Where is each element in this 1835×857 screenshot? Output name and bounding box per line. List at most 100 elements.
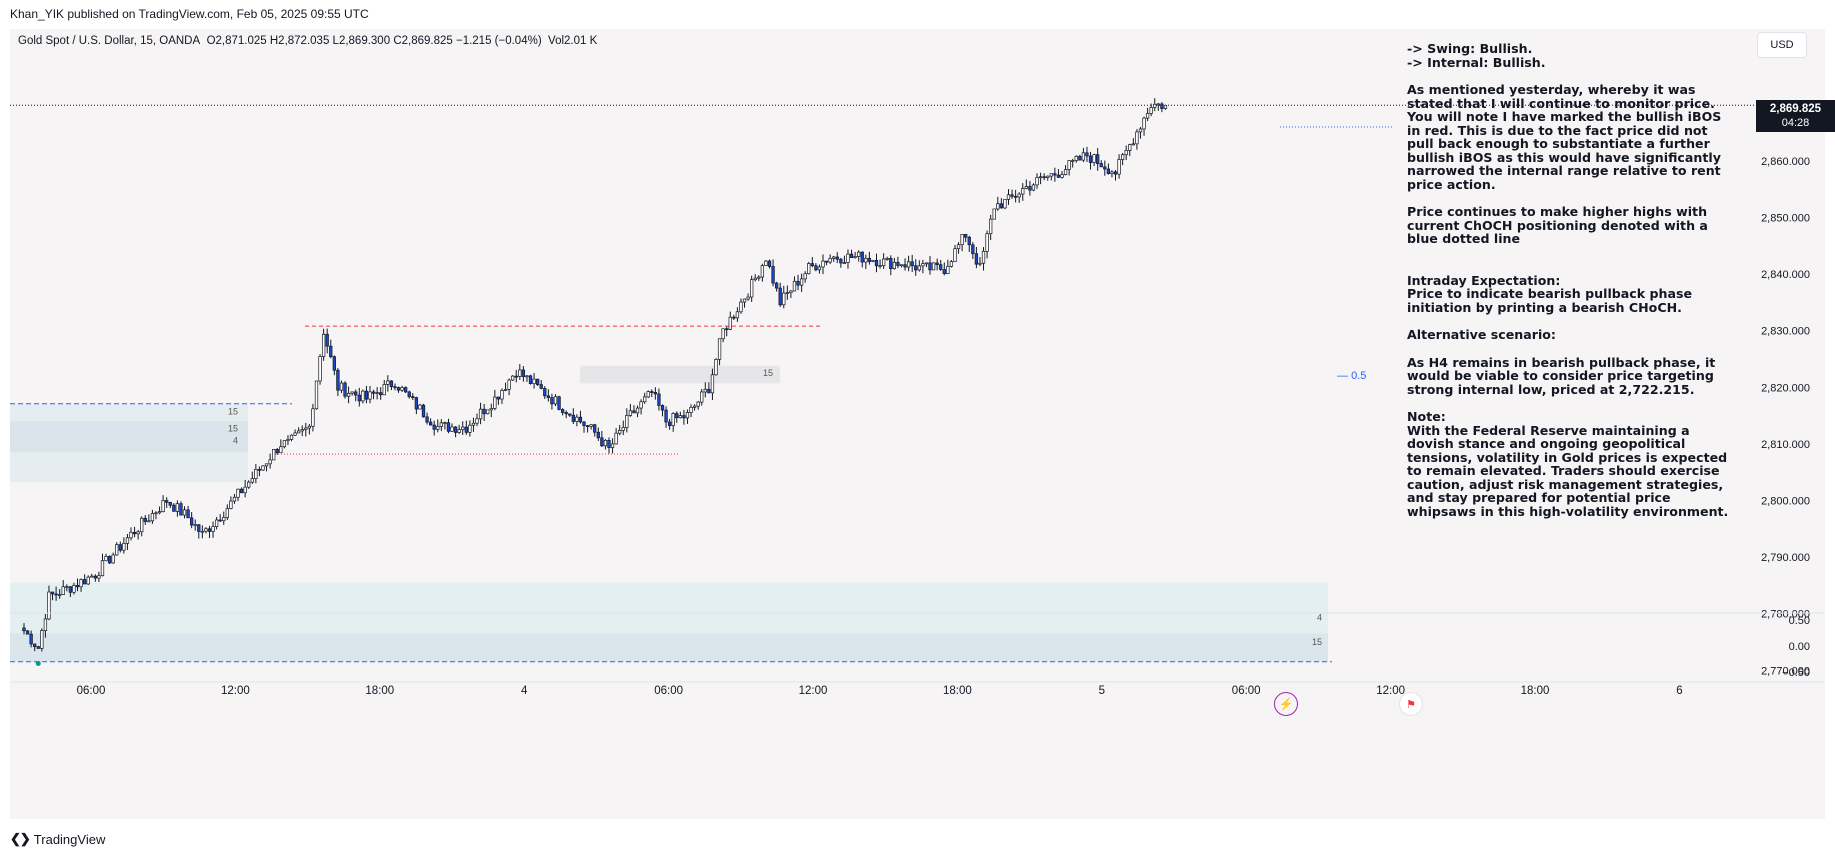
bullish-candle xyxy=(436,426,440,430)
bearish-candle xyxy=(1099,163,1103,168)
bullish-candle xyxy=(1153,103,1157,108)
bullish-candle xyxy=(885,258,889,260)
bullish-candle xyxy=(321,333,326,357)
price-tick-label: 2,830.000 xyxy=(1761,326,1810,338)
bar-countdown: 04:28 xyxy=(1781,117,1810,129)
bullish-candle xyxy=(610,443,615,448)
bullish-candle xyxy=(931,262,936,271)
bullish-candle xyxy=(1092,154,1096,163)
bullish-candle xyxy=(1060,174,1064,178)
bearish-candle xyxy=(914,265,918,271)
bullish-candle xyxy=(293,432,297,436)
bullish-candle xyxy=(671,413,675,426)
bullish-candle xyxy=(72,585,76,593)
bullish-candle xyxy=(346,392,351,397)
bearish-candle xyxy=(935,262,939,266)
bullish-candle xyxy=(154,512,158,515)
bearish-candle xyxy=(1088,155,1093,163)
bearish-candle xyxy=(425,416,429,423)
bullish-candle xyxy=(243,486,247,494)
bullish-candle xyxy=(753,277,757,281)
bullish-candle xyxy=(799,278,804,286)
volume-value: Vol2.01 K xyxy=(548,35,598,47)
bullish-candle xyxy=(978,262,982,265)
bullish-candle xyxy=(728,316,732,330)
bearish-candle xyxy=(371,391,376,394)
bullish-candle xyxy=(450,426,454,432)
flash-event-icon[interactable]: ⚡ xyxy=(1274,692,1298,716)
bearish-candle xyxy=(860,251,864,263)
bullish-candle xyxy=(735,311,740,319)
bullish-candle xyxy=(478,408,483,420)
bullish-candle xyxy=(439,422,443,427)
bullish-candle xyxy=(40,630,44,649)
bearish-candle xyxy=(393,386,397,389)
tradingview-logo[interactable]: ❮❯ TradingView xyxy=(10,831,105,847)
bearish-candle xyxy=(810,263,814,267)
bearish-candle xyxy=(432,424,436,430)
bearish-candle xyxy=(464,426,468,433)
bearish-candle xyxy=(389,380,394,388)
bullish-candle xyxy=(700,391,704,403)
bullish-candle xyxy=(764,260,768,266)
brand-label: TradingView xyxy=(33,831,106,847)
bullish-candle xyxy=(175,503,180,512)
bullish-candle xyxy=(503,388,508,391)
swing-note: -> Swing: Bullish. xyxy=(1407,41,1533,56)
chart-frame[interactable]: 15 15 4 15 4 15 2,770.000 2,780.000 2,790.000 2,… xyxy=(10,29,1825,819)
bullish-candle xyxy=(1024,186,1028,189)
lower-demand-zone-inner xyxy=(10,633,1328,662)
bullish-candle xyxy=(1081,152,1086,161)
price-tick-label: 2,810.000 xyxy=(1761,439,1810,451)
currency-button[interactable]: USD xyxy=(1757,32,1807,58)
bearish-candle xyxy=(168,501,172,506)
bearish-candle xyxy=(332,356,336,371)
bearish-candle xyxy=(582,421,586,426)
bearish-candle xyxy=(578,416,583,423)
internal-note: -> Internal: Bullish. xyxy=(1407,54,1546,70)
bullish-candle xyxy=(79,579,83,588)
bearish-candle xyxy=(107,555,112,564)
bearish-candle xyxy=(354,391,358,396)
bullish-candle xyxy=(232,496,237,502)
bearish-candle xyxy=(546,395,550,398)
bullish-candle xyxy=(789,290,793,294)
bearish-candle xyxy=(568,413,572,416)
bullish-candle xyxy=(1142,117,1146,130)
bullish-candle xyxy=(500,390,504,400)
symbol-label[interactable]: Gold Spot / U.S. Dollar, 15, OANDA xyxy=(18,35,201,47)
published-header: Khan_YIK published on TradingView.com, F… xyxy=(10,7,369,21)
bullish-candle xyxy=(200,530,205,533)
bearish-candle xyxy=(379,392,383,396)
bullish-candle xyxy=(182,509,187,516)
bullish-candle xyxy=(147,520,151,523)
bearish-candle xyxy=(967,236,971,246)
bearish-candle xyxy=(50,591,55,595)
bearish-candle xyxy=(999,203,1004,209)
bearish-candle xyxy=(411,396,415,398)
bullish-candle xyxy=(956,244,961,250)
bearish-candle xyxy=(814,265,818,271)
bullish-candle xyxy=(921,263,925,267)
bullish-candle xyxy=(382,384,386,396)
bullish-candle xyxy=(229,500,233,510)
bullish-candle xyxy=(917,265,921,271)
bearish-candle xyxy=(1010,194,1014,197)
bullish-candle xyxy=(639,401,643,409)
us-flag-event-icon[interactable]: ⚑ xyxy=(1399,692,1423,716)
high-value: H2,872.035 xyxy=(269,35,330,47)
bearish-candle xyxy=(557,396,561,410)
bearish-candle xyxy=(446,422,451,432)
bearish-candle xyxy=(539,384,543,389)
bullish-candle xyxy=(750,279,754,298)
bullish-candle xyxy=(361,390,365,402)
bullish-candle xyxy=(1063,169,1068,175)
bullish-candle xyxy=(714,359,718,376)
ohlc-legend: Gold Spot / U.S. Dollar, 15, OANDA O2,87… xyxy=(18,35,597,47)
bearish-candle xyxy=(33,643,37,647)
bullish-candle xyxy=(157,511,162,514)
bearish-candle xyxy=(767,260,772,267)
bearish-candle xyxy=(839,258,843,264)
bullish-candle xyxy=(214,519,219,527)
